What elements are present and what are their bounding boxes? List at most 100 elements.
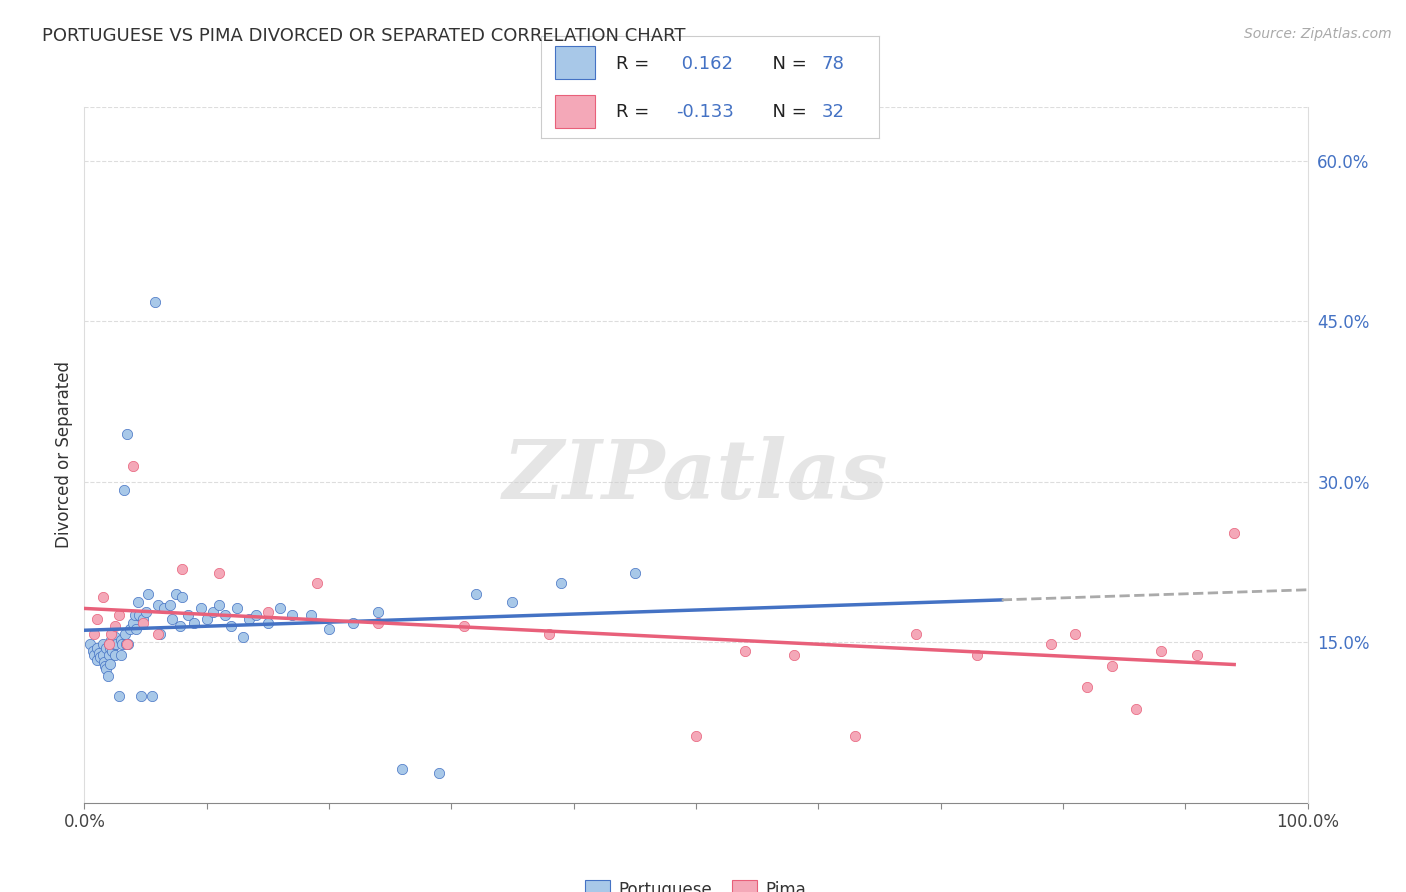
Text: N =: N =	[761, 103, 813, 120]
Text: 78: 78	[821, 55, 844, 73]
Point	[257, 605, 280, 619]
Point	[89, 650, 111, 665]
Point	[122, 615, 145, 630]
Point	[783, 648, 806, 662]
Point	[1150, 644, 1173, 658]
Point	[538, 626, 561, 640]
Text: R =: R =	[616, 55, 655, 73]
Point	[124, 608, 146, 623]
Point	[79, 637, 101, 651]
Point	[115, 637, 138, 651]
Point	[101, 644, 124, 658]
Point	[91, 591, 114, 605]
Point	[226, 601, 249, 615]
Point	[132, 615, 155, 630]
Point	[172, 591, 194, 605]
Point	[453, 619, 475, 633]
Point	[118, 623, 141, 637]
Point	[1076, 680, 1098, 694]
Point	[115, 637, 138, 651]
Point	[125, 623, 148, 637]
Text: 0.162: 0.162	[676, 55, 734, 73]
Point	[190, 601, 212, 615]
Point	[177, 608, 200, 623]
Point	[97, 648, 120, 662]
Point	[281, 608, 304, 623]
Point	[1187, 648, 1209, 662]
Point	[299, 608, 322, 623]
Point	[122, 458, 145, 473]
Text: -0.133: -0.133	[676, 103, 734, 120]
Point	[141, 689, 163, 703]
Point	[127, 594, 149, 608]
Point	[214, 608, 236, 623]
Point	[232, 630, 254, 644]
Point	[112, 483, 135, 498]
Point	[107, 689, 129, 703]
Point	[1101, 658, 1123, 673]
Point	[143, 294, 166, 309]
Point	[464, 587, 486, 601]
Point	[83, 626, 105, 640]
Point	[245, 608, 267, 623]
Point	[117, 637, 139, 651]
Point	[97, 669, 120, 683]
Point	[685, 730, 707, 744]
Point	[165, 587, 187, 601]
Point	[98, 657, 121, 671]
Point	[97, 637, 120, 651]
Point	[208, 566, 231, 580]
Point	[115, 426, 138, 441]
Point	[98, 640, 121, 655]
Point	[183, 615, 205, 630]
Point	[342, 615, 364, 630]
Point	[905, 626, 928, 640]
Point	[162, 612, 184, 626]
Point	[195, 612, 218, 626]
Point	[427, 765, 450, 780]
Point	[100, 633, 122, 648]
Text: ZIPatlas: ZIPatlas	[503, 436, 889, 516]
Point	[104, 648, 127, 662]
Point	[146, 598, 169, 612]
Point	[318, 623, 340, 637]
Point	[104, 619, 127, 633]
Point	[86, 653, 108, 667]
Point	[100, 626, 122, 640]
Point	[201, 605, 224, 619]
Point	[257, 615, 280, 630]
Point	[110, 633, 132, 648]
Point	[96, 640, 118, 655]
Point	[219, 619, 242, 633]
Point	[391, 762, 413, 776]
Point	[624, 566, 647, 580]
Point	[172, 562, 194, 576]
Point	[1039, 637, 1062, 651]
Point	[269, 601, 291, 615]
Point	[96, 662, 118, 676]
Point	[966, 648, 988, 662]
Text: PORTUGUESE VS PIMA DIVORCED OR SEPARATED CORRELATION CHART: PORTUGUESE VS PIMA DIVORCED OR SEPARATED…	[42, 27, 686, 45]
Point	[159, 598, 181, 612]
Y-axis label: Divorced or Separated: Divorced or Separated	[55, 361, 73, 549]
Point	[1064, 626, 1087, 640]
FancyBboxPatch shape	[555, 46, 595, 78]
Point	[86, 640, 108, 655]
Point	[83, 648, 105, 662]
Point	[367, 615, 389, 630]
Point	[132, 612, 155, 626]
Point	[208, 598, 231, 612]
Point	[153, 601, 176, 615]
Point	[1223, 526, 1246, 541]
Text: Source: ZipAtlas.com: Source: ZipAtlas.com	[1244, 27, 1392, 41]
Point	[305, 576, 328, 591]
Point	[129, 689, 152, 703]
Point	[105, 637, 128, 651]
Point	[107, 608, 129, 623]
Point	[110, 648, 132, 662]
Point	[91, 637, 114, 651]
Point	[94, 658, 117, 673]
Legend: Portuguese, Pima: Portuguese, Pima	[579, 874, 813, 892]
FancyBboxPatch shape	[555, 95, 595, 128]
Point	[502, 594, 524, 608]
